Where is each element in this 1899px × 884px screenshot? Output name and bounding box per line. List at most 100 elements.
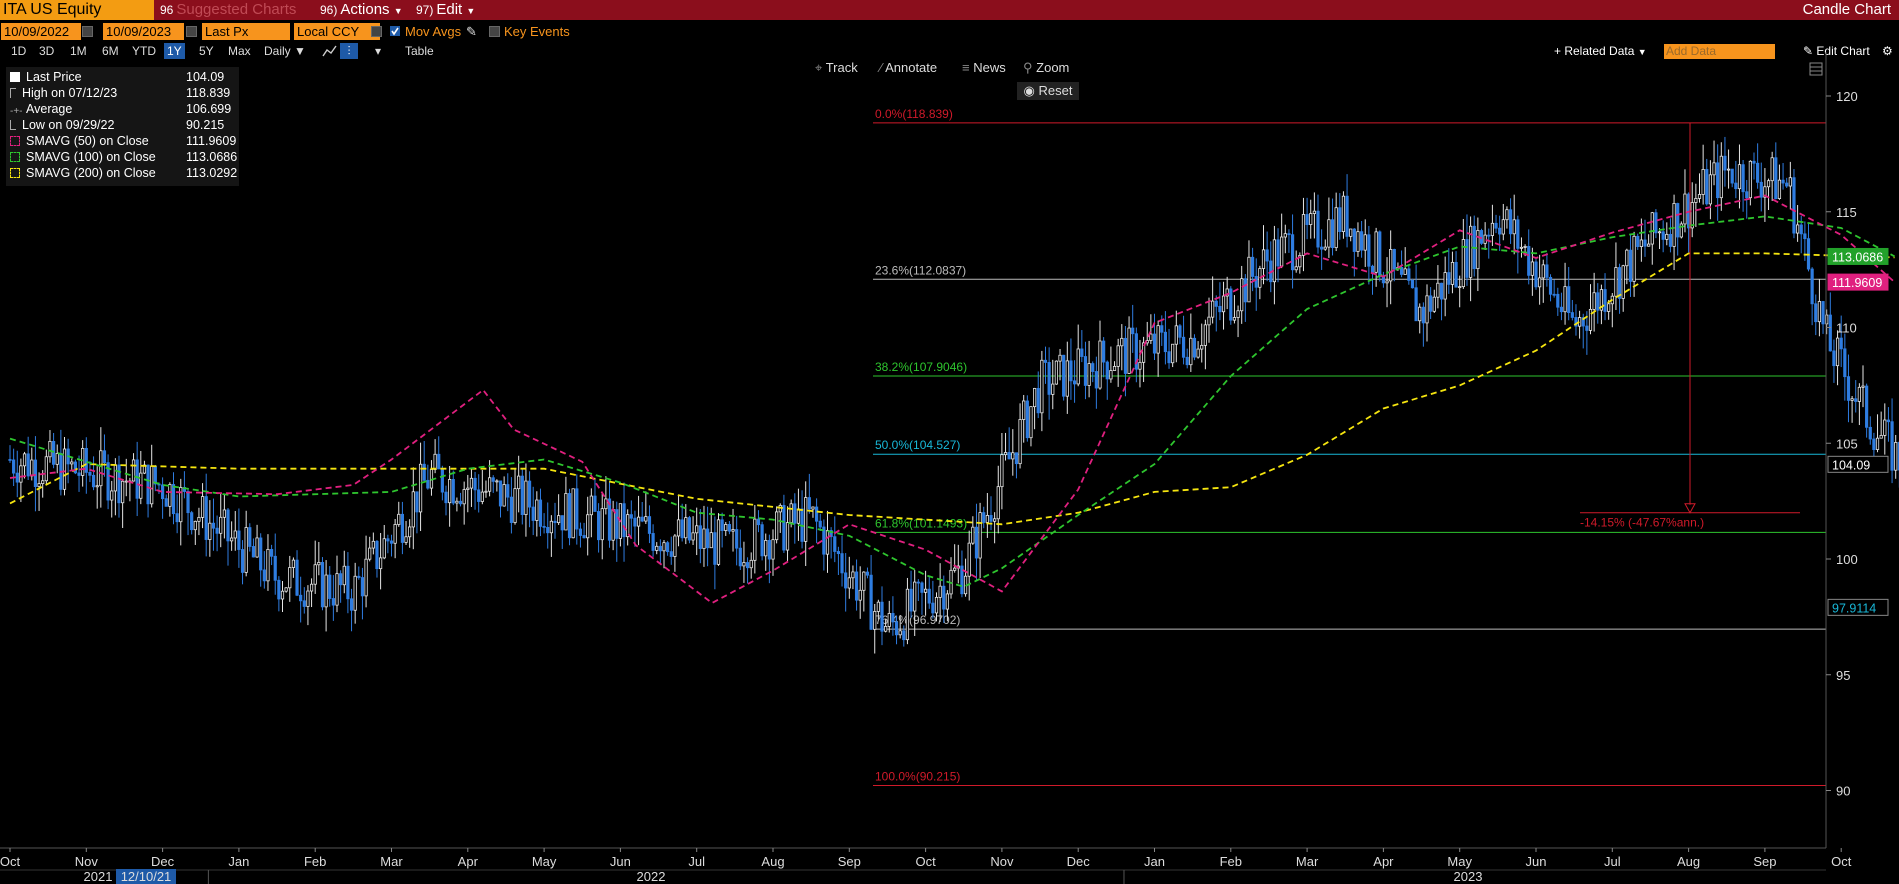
- value-flag-label: 113.0686: [1832, 250, 1883, 264]
- gear-icon[interactable]: ⚙: [1882, 44, 1893, 58]
- x-tick-label: Mar: [1296, 854, 1319, 869]
- candle-body: [1276, 239, 1280, 267]
- candle-body: [1469, 225, 1473, 278]
- candle-body: [960, 565, 964, 595]
- legend-smavg50: SMAVG (50) on Close 111.9609: [10, 134, 236, 149]
- candle-icon[interactable]: ⫶: [340, 43, 358, 59]
- line-chart-icon[interactable]: [322, 44, 338, 58]
- candle-body: [1705, 169, 1709, 205]
- candle-body: [1181, 336, 1186, 358]
- moving-averages-layer: [9, 194, 1896, 605]
- related-data-button[interactable]: + Related Data ▼: [1554, 43, 1647, 59]
- start-date-input[interactable]: 10/09/2022: [1, 23, 81, 40]
- candle-body: [993, 518, 997, 522]
- end-date-input[interactable]: 10/09/2023: [103, 23, 184, 40]
- table-button[interactable]: Table: [405, 44, 434, 58]
- track-tool[interactable]: ⌖ Track: [815, 60, 858, 78]
- candle-body: [1410, 279, 1415, 289]
- candle-body: [1617, 267, 1622, 299]
- candle-body: [636, 516, 641, 527]
- candle-body: [1102, 340, 1106, 363]
- legend-label: SMAVG (50) on Close: [26, 134, 149, 148]
- candle-body: [1817, 301, 1821, 323]
- calendar-icon[interactable]: [186, 26, 197, 37]
- news-tool[interactable]: ≡ News: [962, 60, 1006, 78]
- legend-label: Average: [26, 102, 73, 116]
- candle-body: [400, 513, 405, 543]
- candle-body: [1069, 360, 1073, 382]
- calendar-icon[interactable]: [82, 26, 93, 37]
- candle-body: [1196, 348, 1200, 358]
- candle-body: [1280, 236, 1284, 267]
- candle-body: [658, 545, 662, 552]
- zoom-tool[interactable]: ⚲ Zoom: [1023, 60, 1069, 78]
- candle-body: [44, 456, 48, 482]
- candle-body: [1011, 452, 1015, 460]
- chevron-down-icon[interactable]: ▾: [375, 44, 382, 58]
- price-field-select[interactable]: Last Px: [202, 23, 290, 40]
- key-events-label[interactable]: Key Events: [504, 24, 570, 39]
- year-marker-label: 12/10/21: [121, 869, 172, 884]
- legend-last-price: Last Price 104.09: [10, 70, 224, 85]
- candle-body: [709, 532, 713, 549]
- security-field[interactable]: ITA US Equity: [0, 0, 154, 20]
- add-data-input[interactable]: Add Data: [1664, 44, 1775, 59]
- candle-body: [1777, 179, 1782, 200]
- chart-options-icon[interactable]: [1809, 62, 1823, 76]
- candle-body: [168, 484, 172, 507]
- mov-avgs-label[interactable]: Mov Avgs: [405, 24, 462, 39]
- candle-body: [676, 519, 681, 537]
- period-1d[interactable]: 1D: [11, 44, 27, 58]
- period-1m[interactable]: 1M: [70, 44, 87, 58]
- period-5y[interactable]: 5Y: [199, 44, 214, 58]
- candle-body: [208, 522, 212, 540]
- edit-button[interactable]: 97) Edit ▼: [416, 0, 475, 20]
- candle-body: [164, 498, 168, 507]
- x-tick-label: Jun: [610, 854, 631, 869]
- period-ytd[interactable]: YTD: [132, 44, 156, 58]
- candle-body: [1886, 419, 1891, 423]
- candle-body: [924, 588, 928, 593]
- candle-body: [880, 601, 884, 632]
- candle-body: [589, 495, 593, 516]
- edit-chart-button[interactable]: ✎ Edit Chart: [1803, 43, 1870, 59]
- top-bar: ITA US Equity 96 Suggested Charts 96) Acti…: [0, 0, 1899, 20]
- candle-body: [724, 524, 728, 531]
- pencil-icon[interactable]: ✎: [466, 24, 477, 39]
- candle-body: [644, 516, 648, 522]
- legend-value: 90.215: [186, 118, 225, 132]
- candle-body: [426, 479, 430, 489]
- candle-body: [582, 535, 586, 539]
- annotate-tool[interactable]: ⁄ Annotate: [880, 60, 937, 78]
- candle-body: [1192, 337, 1197, 358]
- actions-button[interactable]: 96) Actions ▼: [320, 0, 403, 20]
- candle-body: [1232, 317, 1237, 321]
- period-1y[interactable]: 1Y: [164, 43, 185, 59]
- candle-body: [858, 589, 862, 601]
- candle-body: [1559, 306, 1564, 313]
- candle-body: [1716, 162, 1720, 199]
- reset-button[interactable]: ◉ Reset: [1017, 82, 1079, 100]
- candle-body: [1033, 388, 1037, 408]
- candle-body: [593, 495, 597, 512]
- candle-body: [62, 448, 67, 490]
- chevron-down-icon[interactable]: [371, 26, 382, 37]
- candle-body: [382, 538, 386, 559]
- period-max[interactable]: Max: [228, 44, 251, 58]
- candle-body: [233, 530, 237, 539]
- candle-body: [546, 526, 550, 534]
- candle-body: [1352, 228, 1356, 252]
- suggested-charts-button[interactable]: 96 Suggested Charts: [160, 0, 296, 20]
- period-6m[interactable]: 6M: [102, 44, 119, 58]
- candle-body: [262, 569, 266, 582]
- candle-body: [1000, 454, 1004, 488]
- currency-select[interactable]: Local CCY: [294, 23, 380, 40]
- candle-body: [996, 486, 1000, 520]
- legend-high: High on 07/12/23 118.839: [10, 86, 230, 101]
- frequency-select[interactable]: Daily ▼: [261, 43, 309, 59]
- candle-body: [1360, 231, 1364, 251]
- candle-body: [538, 499, 543, 527]
- checkbox-checked-icon[interactable]: [390, 26, 400, 36]
- checkbox-unchecked-icon[interactable]: [489, 26, 500, 37]
- period-3d[interactable]: 3D: [39, 44, 55, 58]
